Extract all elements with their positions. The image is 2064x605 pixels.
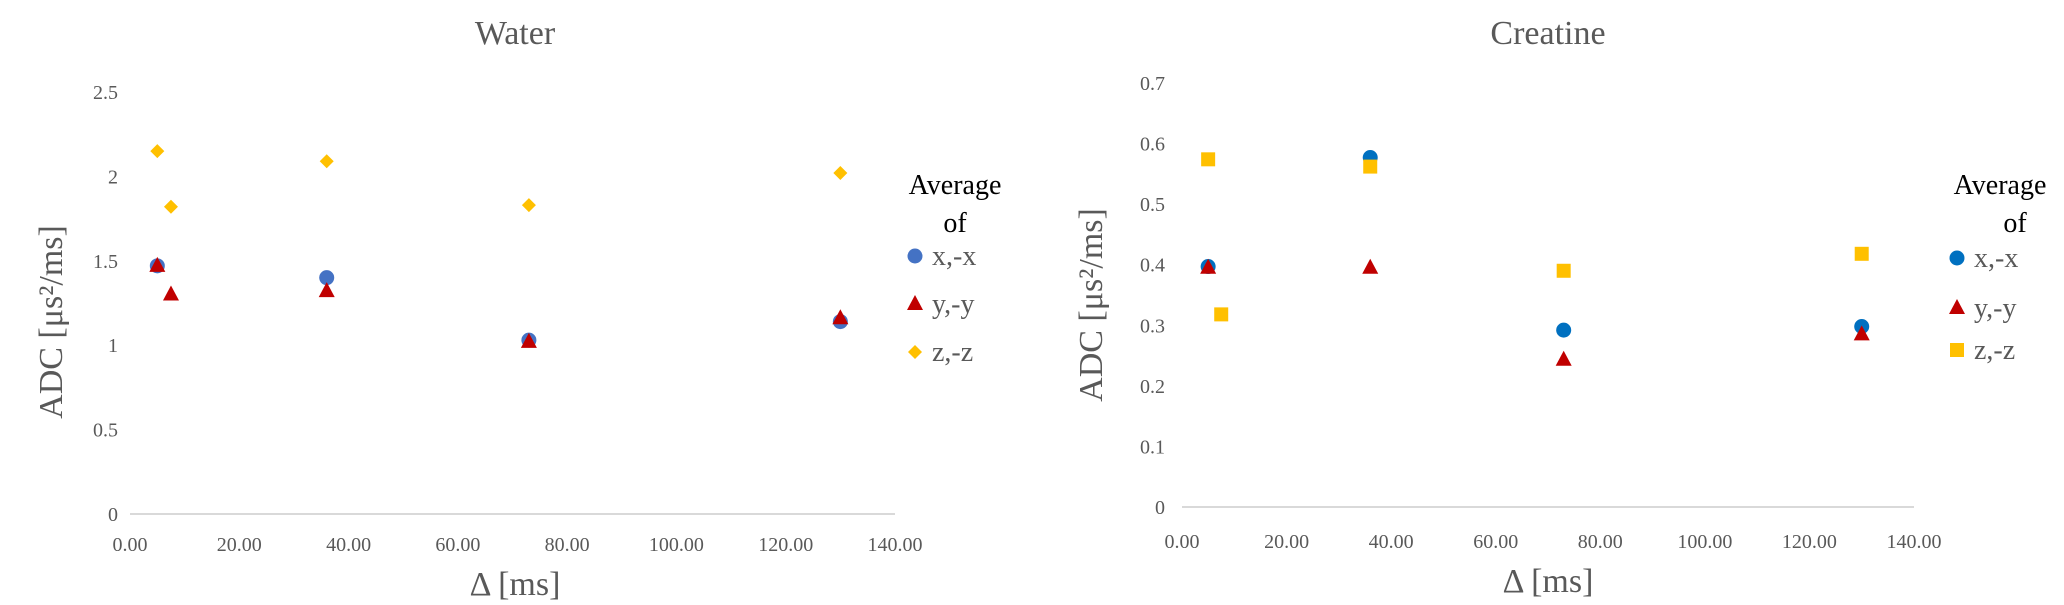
data-point [1214, 307, 1229, 322]
y-tick-label: 1 [108, 335, 118, 357]
x-tick-label: 40.00 [326, 534, 371, 556]
legend-title-line2: of [943, 208, 967, 239]
chart-title: Water [475, 15, 556, 52]
x-tick-label: 120.00 [758, 534, 813, 556]
data-point [150, 144, 165, 159]
data-point [1555, 350, 1572, 366]
data-point [521, 198, 536, 213]
data-point [1200, 258, 1217, 274]
y-tick-label: 0.4 [1140, 255, 1165, 277]
legend-marker [1949, 299, 1965, 314]
x-tick-label: 120.00 [1782, 531, 1837, 553]
data-point [1363, 159, 1378, 174]
y-tick-label: 0.1 [1140, 436, 1165, 458]
legend-label: y,-y [1974, 293, 2017, 324]
legend-label: z,-z [932, 337, 973, 368]
x-tick-label: 80.00 [545, 534, 590, 556]
legend-marker [908, 345, 922, 359]
y-axis-title: ADC [μs²/ms] [33, 225, 70, 419]
y-tick-label: 0.3 [1140, 315, 1165, 337]
y-tick-labels: 0 0.1 0.2 0.3 0.4 0.5 0.6 0.7 [1140, 73, 1165, 519]
x-axis-title: Δ [ms] [1503, 563, 1594, 600]
x-tick-label: 0.00 [113, 534, 148, 556]
y-tick-label: 0.5 [93, 420, 118, 442]
legend-marker [907, 295, 923, 310]
y-tick-label: 0 [108, 504, 118, 526]
data-point [520, 332, 537, 348]
creatine-chart: Creatine 0 0.1 0.2 0.3 0.4 0.5 0.6 0.7 0.00 20.0… [1073, 15, 2046, 600]
legend: Average of x,-x y,-y z,-z [907, 170, 1001, 368]
y-tick-label: 0.6 [1140, 134, 1165, 156]
x-tick-label: 60.00 [435, 534, 480, 556]
data-points [1200, 150, 1870, 366]
y-tick-label: 0 [1155, 497, 1165, 519]
y-tick-label: 2.5 [93, 82, 118, 104]
legend-marker [1950, 343, 1964, 357]
series-x,-x [149, 258, 848, 348]
legend-title-line2: of [2003, 208, 2027, 239]
legend-label: y,-y [932, 289, 975, 320]
legend-label: x,-x [932, 241, 976, 272]
x-tick-label: 0.00 [1165, 531, 1200, 553]
x-tick-label: 60.00 [1473, 531, 1518, 553]
y-tick-label: 1.5 [93, 251, 118, 273]
chart-title: Creatine [1490, 15, 1605, 52]
data-point [319, 154, 334, 169]
legend-marker [907, 248, 923, 264]
data-points [149, 144, 849, 348]
data-point [162, 285, 179, 301]
data-point [833, 166, 848, 181]
series-y,-y [1200, 258, 1870, 366]
data-point [149, 256, 166, 272]
x-tick-label: 20.00 [217, 534, 262, 556]
y-tick-label: 0.2 [1140, 376, 1165, 398]
legend-label: z,-z [1974, 335, 2015, 366]
data-point [1362, 258, 1379, 274]
series-x,-x [1200, 150, 1870, 338]
data-point [1853, 325, 1870, 341]
data-point [163, 199, 178, 214]
legend-entries: x,-x y,-y z,-z [1949, 243, 2018, 366]
water-chart: Water 0 0.5 1 1.5 2 2.5 0.00 20.00 40.00 60.00 80… [33, 15, 1001, 603]
x-tick-label: 40.00 [1369, 531, 1414, 553]
series-y,-y [149, 256, 849, 348]
legend-label: x,-x [1974, 243, 2018, 274]
y-tick-label: 2 [108, 166, 118, 188]
x-tick-label: 100.00 [649, 534, 704, 556]
x-tick-label: 140.00 [1887, 531, 1942, 553]
x-axis-title: Δ [ms] [470, 566, 561, 603]
data-point [318, 282, 335, 298]
data-point [319, 270, 335, 286]
data-point [832, 309, 849, 325]
x-tick-labels: 0.00 20.00 40.00 60.00 80.00 100.00 120.00 140.… [1165, 531, 1942, 553]
legend: Average of x,-x y,-y z,-z [1949, 170, 2046, 366]
data-point [1556, 263, 1571, 278]
x-tick-label: 80.00 [1578, 531, 1623, 553]
x-tick-label: 100.00 [1677, 531, 1732, 553]
legend-entries: x,-x y,-y z,-z [907, 241, 976, 368]
legend-title-line1: Average [1954, 170, 2047, 201]
x-tick-labels: 0.00 20.00 40.00 60.00 80.00 100.00 120.00 140.… [113, 534, 923, 556]
x-tick-label: 140.00 [868, 534, 923, 556]
legend-title-line1: Average [909, 170, 1002, 201]
data-point [1854, 246, 1869, 261]
data-point [1556, 322, 1572, 338]
series-z,-z [150, 144, 848, 214]
legend-marker [1949, 250, 1965, 266]
series-z,-z [1201, 152, 1869, 322]
y-tick-label: 0.7 [1140, 73, 1165, 95]
y-axis-title: ADC [μs²/ms] [1073, 208, 1110, 402]
x-tick-label: 20.00 [1264, 531, 1309, 553]
data-point [1201, 152, 1216, 167]
y-tick-labels: 0 0.5 1 1.5 2 2.5 [93, 82, 118, 526]
y-tick-label: 0.5 [1140, 194, 1165, 216]
